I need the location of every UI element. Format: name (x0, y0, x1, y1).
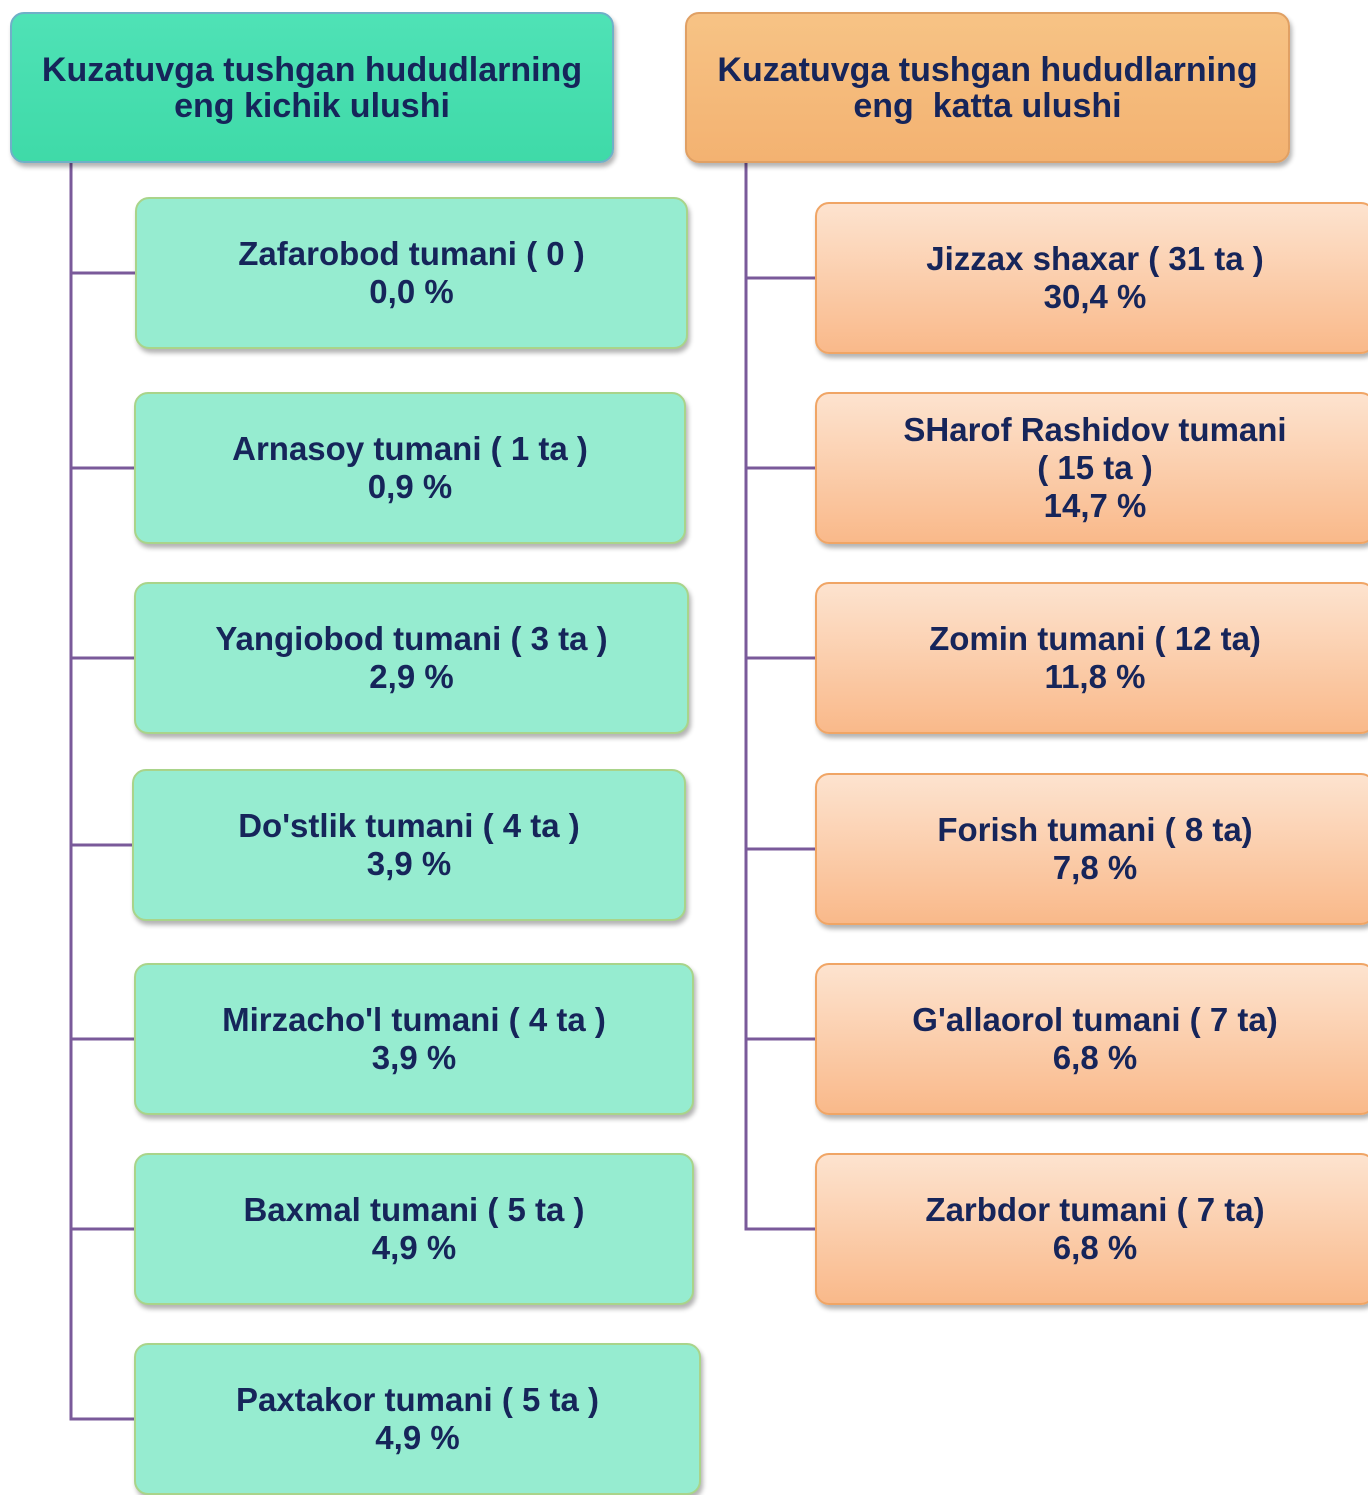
text-line: Jizzax shaxar ( 31 ta ) (926, 240, 1264, 277)
item-box: Mirzacho'l tumani ( 4 ta ) 3,9 % (134, 963, 694, 1115)
text-line: eng kichik ulushi (174, 86, 450, 125)
item-box: Forish tumani ( 8 ta) 7,8 % (815, 773, 1368, 925)
text-line: 6,8 % (1052, 1039, 1138, 1076)
item-box: Baxmal tumani ( 5 ta ) 4,9 % (134, 1153, 694, 1305)
text-line: Zarbdor tumani ( 7 ta) (925, 1191, 1265, 1228)
text-line: Yangiobod tumani ( 3 ta ) (215, 620, 608, 657)
text-line: 0,9 % (367, 468, 453, 505)
text-line: Arnasoy tumani ( 1 ta ) (232, 430, 588, 467)
text-line: Zomin tumani ( 12 ta) (929, 620, 1261, 657)
text-line: eng katta ulushi (853, 86, 1122, 125)
text-line: Mirzacho'l tumani ( 4 ta ) (222, 1001, 606, 1038)
text-line: Paxtakor tumani ( 5 ta ) (235, 1381, 600, 1418)
text-line: 14,7 % (1043, 487, 1147, 524)
text-line: SHarof Rashidov tumani (903, 411, 1287, 448)
item-box: Arnasoy tumani ( 1 ta ) 0,9 % (134, 392, 686, 544)
text-line: 30,4 % (1043, 278, 1147, 315)
text-line: 7,8 % (1052, 849, 1138, 886)
text-line: 3,9 % (366, 845, 452, 882)
header-box: Kuzatuvga tushgan hududlarning eng katta … (685, 12, 1290, 163)
text-line: 2,9 % (369, 658, 454, 695)
item-box: Zomin tumani ( 12 ta) 11,8 % (815, 582, 1368, 734)
text-line: 6,8 % (1052, 1229, 1138, 1266)
item-box: Jizzax shaxar ( 31 ta ) 30,4 % (815, 202, 1368, 354)
text-line: ( 15 ta ) (1037, 449, 1153, 486)
item-box: Do'stlik tumani ( 4 ta ) 3,9 % (132, 769, 686, 921)
text-line: Baxmal tumani ( 5 ta ) (243, 1191, 585, 1228)
header-box: Kuzatuvga tushgan hududlarning eng kichik… (10, 12, 614, 163)
text-line: Forish tumani ( 8 ta) (937, 811, 1253, 848)
text-line: G'allaorol tumani ( 7 ta) (912, 1001, 1278, 1038)
text-line: Kuzatuvga tushgan hududlarning (717, 50, 1258, 89)
text-line: Do'stlik tumani ( 4 ta ) (238, 807, 580, 844)
item-box: Paxtakor tumani ( 5 ta ) 4,9 % (134, 1343, 701, 1495)
text-line: 4,9 % (375, 1419, 460, 1456)
text-line: Kuzatuvga tushgan hududlarning (41, 50, 583, 89)
item-box: SHarof Rashidov tumani( 15 ta ) 14,7 % (815, 392, 1368, 544)
text-line: 4,9 % (371, 1229, 457, 1266)
text-line: 3,9 % (371, 1039, 457, 1076)
item-box: Zafarobod tumani ( 0 ) 0,0 % (135, 197, 688, 349)
item-box: Zarbdor tumani ( 7 ta) 6,8 % (815, 1153, 1368, 1305)
item-box: Yangiobod tumani ( 3 ta ) 2,9 % (134, 582, 689, 734)
text-line: Zafarobod tumani ( 0 ) (238, 235, 585, 272)
item-box: G'allaorol tumani ( 7 ta) 6,8 % (815, 963, 1368, 1115)
text-line: 11,8 % (1044, 658, 1146, 695)
text-line: 0,0 % (369, 273, 454, 310)
